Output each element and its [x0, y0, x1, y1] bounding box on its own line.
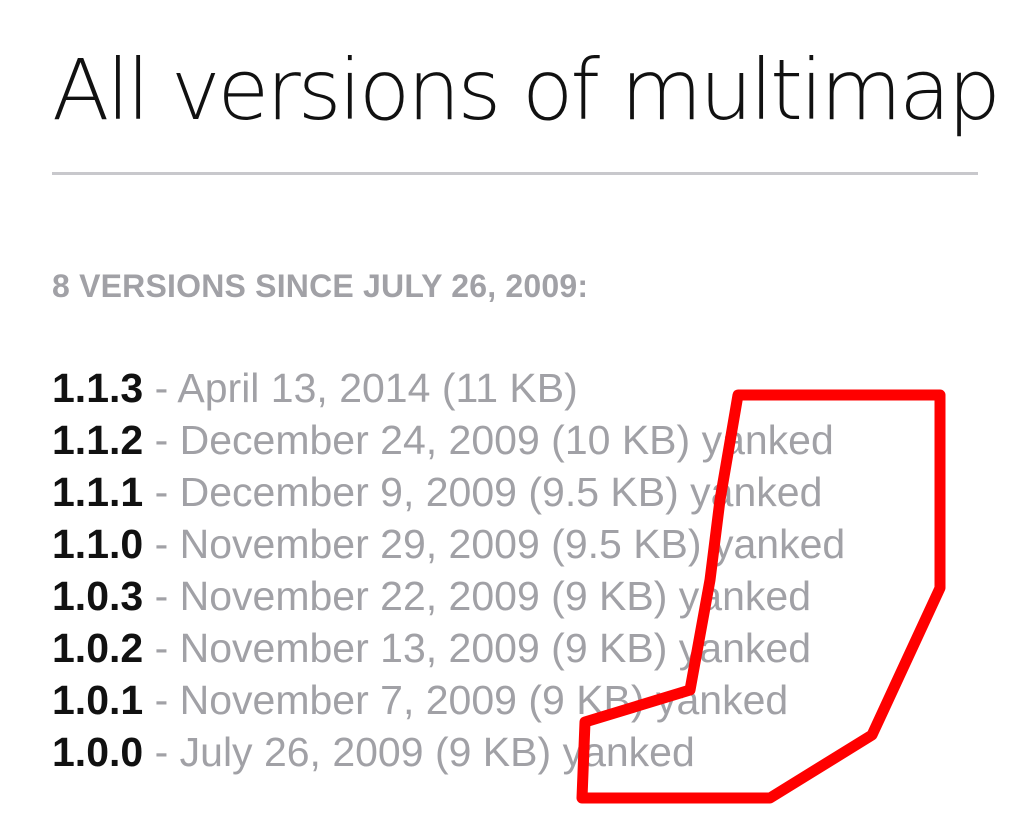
yanked-label: yanked: [701, 417, 834, 463]
version-separator: -: [143, 469, 180, 515]
version-date: November 13, 2009: [179, 625, 540, 671]
version-date: November 7, 2009: [179, 677, 517, 723]
version-link[interactable]: 1.1.1: [52, 469, 144, 515]
version-separator: -: [143, 573, 180, 619]
version-separator: -: [143, 521, 180, 567]
version-row: 1.0.1 - November 7, 2009 (9 KB) yanked: [52, 674, 845, 726]
yanked-label: yanked: [655, 677, 789, 723]
version-separator: -: [143, 677, 180, 723]
version-date: December 9, 2009: [179, 469, 517, 515]
version-link[interactable]: 1.1.2: [52, 417, 144, 463]
version-size: (9 KB): [551, 573, 668, 619]
version-link[interactable]: 1.0.0: [52, 729, 144, 775]
version-row: 1.1.3 - April 13, 2014 (11 KB): [52, 362, 845, 414]
page-title: All versions of multimap: [52, 41, 1001, 139]
yanked-label: yanked: [562, 729, 695, 775]
version-separator: -: [143, 365, 178, 411]
version-row: 1.1.2 - December 24, 2009 (10 KB) yanked: [52, 414, 845, 466]
version-size: (9.5 KB): [528, 469, 679, 515]
version-row: 1.0.0 - July 26, 2009 (9 KB) yanked: [52, 726, 845, 778]
version-row: 1.0.2 - November 13, 2009 (9 KB) yanked: [52, 622, 845, 674]
version-size: (10 KB): [551, 417, 691, 463]
title-divider: [52, 172, 978, 175]
yanked-label: yanked: [678, 625, 811, 671]
version-link[interactable]: 1.0.3: [52, 573, 144, 619]
version-row: 1.1.1 - December 9, 2009 (9.5 KB) yanked: [52, 466, 845, 518]
version-link[interactable]: 1.1.0: [52, 521, 144, 567]
version-size: (9 KB): [434, 729, 552, 775]
version-size: (9 KB): [551, 625, 668, 671]
version-size: (9.5 KB): [551, 521, 702, 567]
version-row: 1.0.3 - November 22, 2009 (9 KB) yanked: [52, 570, 845, 622]
yanked-label: yanked: [690, 469, 823, 515]
yanked-label: yanked: [712, 521, 846, 567]
version-separator: -: [143, 625, 180, 671]
version-date: April 13, 2014: [177, 365, 431, 411]
version-row: 1.1.0 - November 29, 2009 (9.5 KB) yanke…: [52, 518, 845, 570]
version-date: December 24, 2009: [179, 417, 540, 463]
version-link[interactable]: 1.1.3: [52, 365, 144, 411]
version-list: 1.1.3 - April 13, 2014 (11 KB) 1.1.2 - D…: [52, 362, 845, 778]
versions-count-heading: 8 VERSIONS SINCE JULY 26, 2009:: [52, 268, 589, 304]
version-separator: -: [143, 729, 180, 775]
version-date: July 26, 2009: [179, 729, 424, 775]
version-separator: -: [143, 417, 180, 463]
version-size: (9 KB): [528, 677, 645, 723]
version-link[interactable]: 1.0.1: [52, 677, 144, 723]
version-date: November 29, 2009: [179, 521, 540, 567]
version-link[interactable]: 1.0.2: [52, 625, 144, 671]
version-date: November 22, 2009: [179, 573, 540, 619]
yanked-label: yanked: [678, 573, 811, 619]
version-size: (11 KB): [441, 365, 578, 411]
